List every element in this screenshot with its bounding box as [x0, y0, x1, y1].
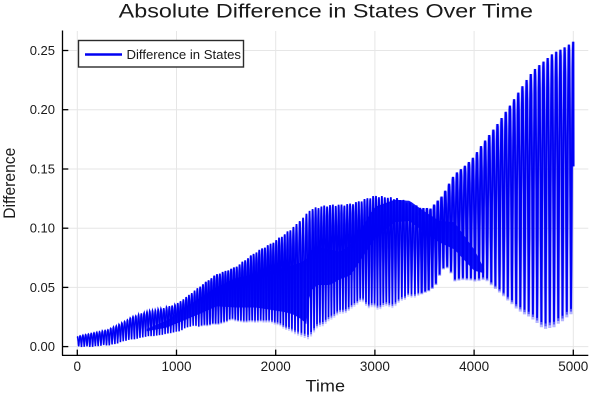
svg-text:0: 0 — [74, 359, 82, 374]
svg-text:0.25: 0.25 — [30, 43, 55, 58]
svg-text:Difference: Difference — [1, 148, 19, 219]
svg-text:Time: Time — [306, 377, 346, 396]
svg-text:1000: 1000 — [161, 359, 191, 374]
svg-text:4000: 4000 — [459, 359, 489, 374]
svg-text:3000: 3000 — [360, 359, 390, 374]
svg-text:0.20: 0.20 — [30, 102, 55, 117]
svg-text:5000: 5000 — [558, 359, 588, 374]
svg-text:Difference in States: Difference in States — [127, 47, 242, 62]
svg-text:0.00: 0.00 — [30, 339, 55, 354]
svg-text:Absolute Difference in States: Absolute Difference in States Over Time — [119, 2, 533, 23]
svg-text:2000: 2000 — [261, 359, 291, 374]
svg-text:0.15: 0.15 — [30, 162, 55, 177]
svg-text:0.10: 0.10 — [30, 221, 55, 236]
svg-text:0.05: 0.05 — [30, 280, 55, 295]
